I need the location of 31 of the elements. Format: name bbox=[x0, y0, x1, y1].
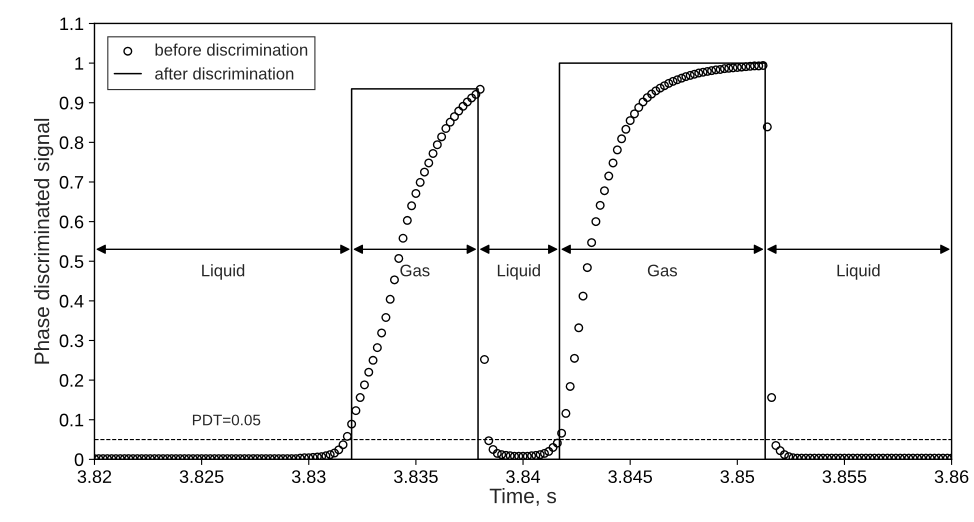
y-axis-title: Phase discriminated signal bbox=[34, 118, 54, 364]
y-tick-label: 0.1 bbox=[60, 414, 84, 426]
x-tick-label: 3.83 bbox=[292, 470, 326, 484]
x-axis-title: Time, s bbox=[490, 488, 556, 506]
x-tick-label: 3.825 bbox=[180, 470, 224, 484]
annotation: Liquid bbox=[202, 264, 244, 280]
legend-label: after discrimination bbox=[155, 67, 294, 80]
x-tick-label: 3.86 bbox=[934, 470, 968, 484]
annotation: Gas bbox=[400, 264, 430, 276]
x-tick-label: 3.855 bbox=[822, 470, 866, 484]
annotation: Liquid bbox=[838, 264, 880, 280]
y-tick-label: 0 bbox=[74, 453, 84, 466]
y-tick-label: 0.8 bbox=[60, 136, 84, 150]
ref-line-label: PDT=0.05 bbox=[192, 414, 260, 426]
y-tick-label: 0.2 bbox=[60, 374, 84, 387]
y-tick-label: 0.3 bbox=[60, 334, 84, 348]
y-tick-label: 1.1 bbox=[60, 18, 84, 30]
x-tick-label: 3.845 bbox=[608, 470, 652, 484]
y-tick-label: 0.5 bbox=[60, 255, 84, 268]
annotation: Liquid bbox=[498, 264, 540, 280]
y-tick-label: 0.9 bbox=[60, 96, 84, 110]
x-tick-label: 3.84 bbox=[506, 470, 540, 484]
y-tick-label: 0.4 bbox=[60, 294, 84, 308]
legend-label: before discrimination bbox=[156, 43, 308, 56]
annotation: Gas bbox=[648, 264, 677, 276]
x-tick-label: 3.82 bbox=[78, 470, 112, 484]
y-tick-label: 0.7 bbox=[60, 176, 84, 189]
y-tick-label: 1 bbox=[75, 57, 84, 70]
x-tick-label: 3.85 bbox=[720, 470, 754, 484]
y-tick-label: 0.6 bbox=[60, 216, 84, 228]
x-tick-label: 3.835 bbox=[394, 470, 438, 484]
